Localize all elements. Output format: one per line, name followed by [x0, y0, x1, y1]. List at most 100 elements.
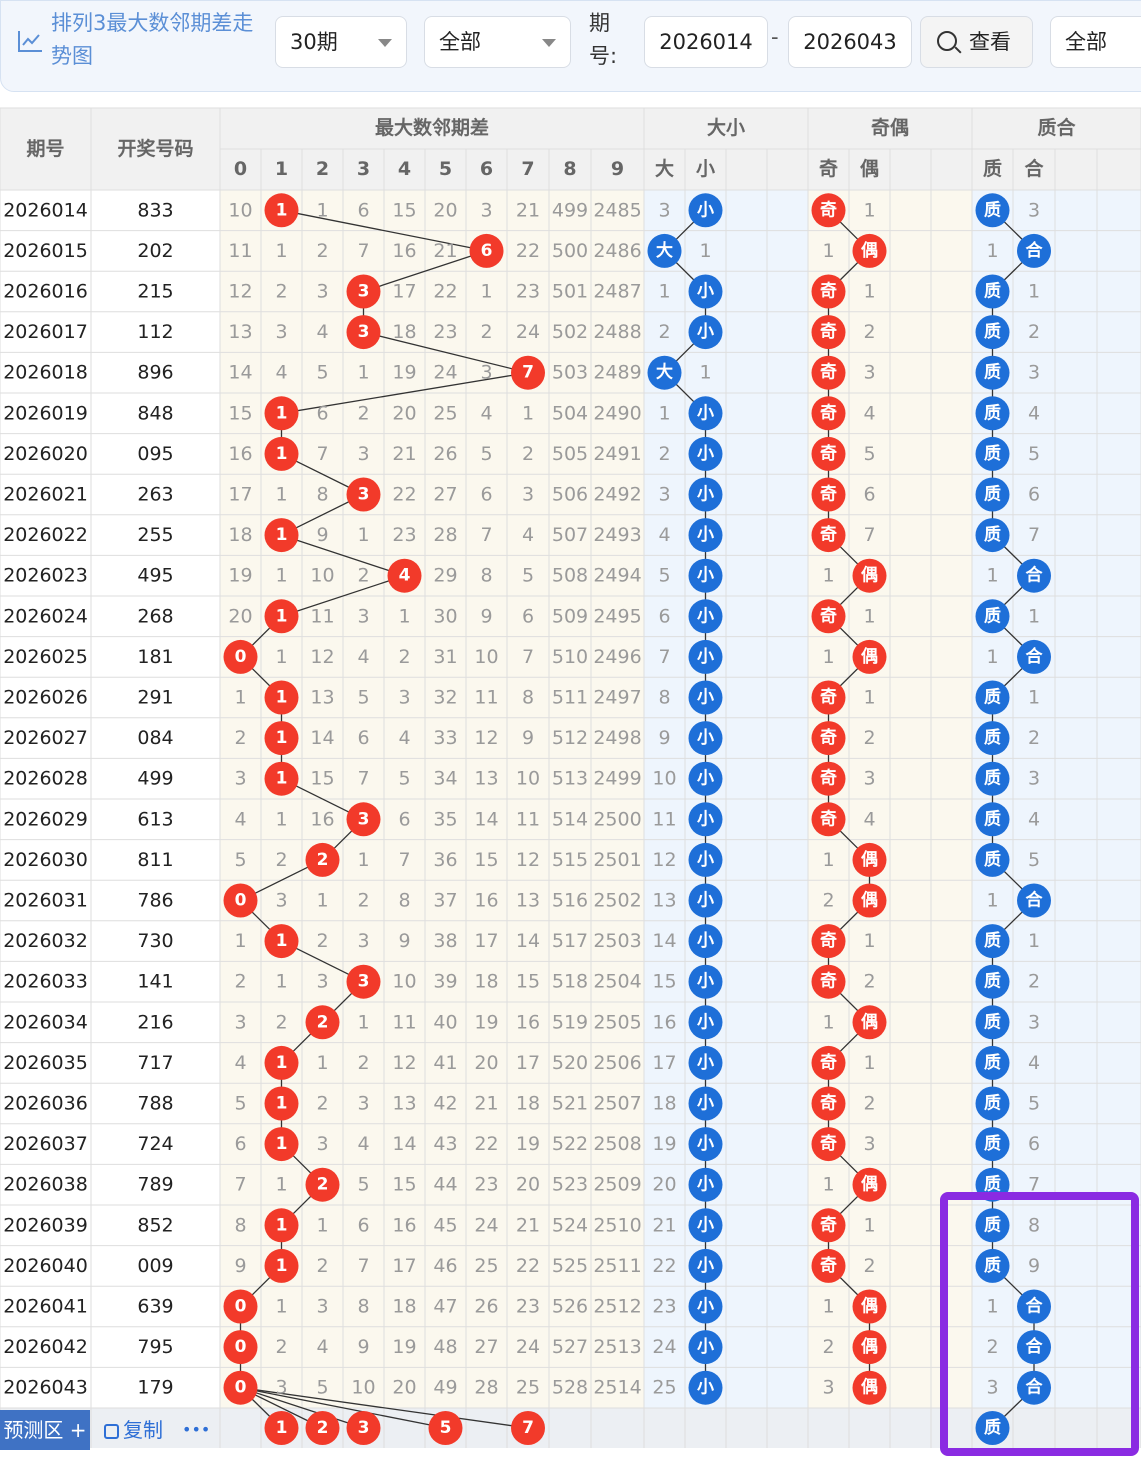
size-ball: [688, 1086, 723, 1121]
predict-diff-ball: [264, 1411, 299, 1445]
number-cell: 084: [137, 727, 173, 749]
filter2-select[interactable]: 全部: [1050, 16, 1141, 68]
prime-miss-cell: 1: [986, 890, 998, 912]
size-miss-cell: 9: [658, 727, 670, 749]
copy-button[interactable]: 复制: [104, 1410, 163, 1450]
number-cell: 215: [137, 281, 173, 303]
parity-miss-cell: 6: [863, 484, 875, 506]
prime-ball-label: 合: [1026, 1336, 1044, 1357]
number-cell: 639: [137, 1296, 173, 1318]
prime-ball-label: 质: [984, 1053, 1001, 1073]
diff-ball-label: 1: [276, 403, 288, 423]
diff-miss-cell: 1: [275, 1174, 287, 1196]
issue-cell: 2026041: [3, 1296, 88, 1318]
diff-ball: [346, 802, 381, 837]
issue-cell: 2026040: [3, 1255, 88, 1277]
digit-header: 9: [611, 158, 624, 180]
parity-ball-label: 偶: [861, 1174, 878, 1195]
issue-cell: 2026025: [3, 646, 88, 668]
parity-ball: [811, 1127, 846, 1162]
diff-miss-cell: 48: [433, 1336, 457, 1358]
prime-ball-label: 质: [984, 1012, 1001, 1032]
diff-miss-cell: 8: [398, 890, 410, 912]
diff-miss-cell: 43: [433, 1133, 457, 1155]
highlight-box: [940, 1192, 1139, 1456]
issue-cell: 2026034: [3, 1011, 88, 1033]
predict-diff-ball-label: 3: [358, 1418, 370, 1438]
prime-ball-label: 合: [1026, 1296, 1044, 1317]
period-select[interactable]: 30期: [275, 16, 407, 68]
diff-ball-label: 3: [358, 322, 370, 342]
diff-miss-cell: 27: [433, 484, 457, 506]
diff-miss-cell: 517: [552, 930, 588, 952]
diff-miss-cell: 10: [516, 768, 540, 790]
more-button[interactable]: •••: [182, 1420, 211, 1439]
predict-diff-ball: [511, 1411, 545, 1445]
page-title: 排列3最大数邻期差走势图: [51, 11, 254, 68]
predict-diff-ball: [428, 1411, 463, 1445]
parity-ball-label: 偶: [861, 565, 878, 586]
diff-miss-cell: 3: [480, 199, 492, 221]
parity-ball: [852, 233, 887, 268]
issue-from-input[interactable]: 2026014: [644, 16, 768, 68]
prime-ball: [975, 1086, 1010, 1121]
diff-ball: [223, 639, 258, 674]
diff-ball-label: 1: [276, 931, 288, 951]
size-miss-cell: 22: [652, 1255, 676, 1277]
diff-miss-cell: 25: [516, 1377, 540, 1399]
diff-miss-cell: 41: [433, 1052, 457, 1074]
parity-ball-label: 奇: [820, 808, 837, 829]
size-miss-cell: 7: [658, 646, 670, 668]
diff-miss-cell: 17: [392, 281, 416, 303]
number-cell: 263: [137, 484, 173, 506]
diff-miss-cell: 2: [234, 971, 246, 993]
diff-miss-cell: 6: [398, 808, 410, 830]
size-miss-cell: 1: [699, 362, 711, 384]
diff-miss-cell: 22: [433, 281, 457, 303]
search-button[interactable]: 查看: [920, 16, 1033, 68]
diff-miss-cell: 10: [351, 1377, 375, 1399]
size-ball: [688, 1248, 723, 1283]
diff-miss-cell: 3: [316, 1133, 328, 1155]
size-miss-cell: 3: [658, 484, 670, 506]
size-ball: [688, 680, 723, 715]
size-ball-label: 小: [697, 769, 714, 789]
size-ball-label: 小: [697, 931, 714, 951]
diff-miss-cell: 11: [392, 1011, 416, 1033]
size-ball-label: 小: [697, 444, 714, 464]
group-size-header: 大小: [707, 116, 745, 139]
number-cell: 495: [137, 565, 173, 587]
prime-miss-cell: 4: [1028, 808, 1040, 830]
diff-miss-cell: 23: [433, 321, 457, 343]
diff-miss-cell: 513: [552, 768, 588, 790]
diff-miss-cell: 38: [433, 930, 457, 952]
parity-miss-cell: 1: [863, 1214, 875, 1236]
diff-ball-label: 1: [276, 200, 288, 220]
size-ball-label: 小: [697, 1094, 714, 1114]
size-miss-cell: 18: [652, 1093, 676, 1115]
diff-ball-label: 3: [358, 282, 370, 302]
parity-miss-cell: 1: [822, 849, 834, 871]
prime-ball-label: 质: [984, 1256, 1001, 1276]
diff-miss-cell: 10: [392, 971, 416, 993]
predict-area-button[interactable]: 预测区 +: [0, 1410, 90, 1450]
diff-miss-cell: 501: [552, 281, 588, 303]
diff-miss-cell: 10: [310, 565, 334, 587]
diff-miss-cell: 7: [357, 1255, 369, 1277]
diff-miss-cell: 2513: [593, 1336, 641, 1358]
parity-ball: [811, 355, 846, 390]
diff-miss-cell: 22: [516, 1255, 540, 1277]
number-cell: 717: [137, 1052, 173, 1074]
diff-miss-cell: 1: [275, 240, 287, 262]
diff-ball: [264, 518, 299, 553]
issue-cell: 2026015: [3, 240, 88, 262]
diff-miss-cell: 15: [474, 849, 498, 871]
parity-ball-label: 奇: [820, 484, 837, 505]
number-cell: 788: [137, 1093, 173, 1115]
diff-miss-cell: 2504: [593, 971, 641, 993]
filter-select[interactable]: 全部: [424, 16, 571, 68]
issue-cell: 2026031: [3, 890, 88, 912]
issue-to-input[interactable]: 2026043: [788, 16, 912, 68]
diff-miss-cell: 10: [474, 646, 498, 668]
size-miss-cell: 15: [652, 971, 676, 993]
